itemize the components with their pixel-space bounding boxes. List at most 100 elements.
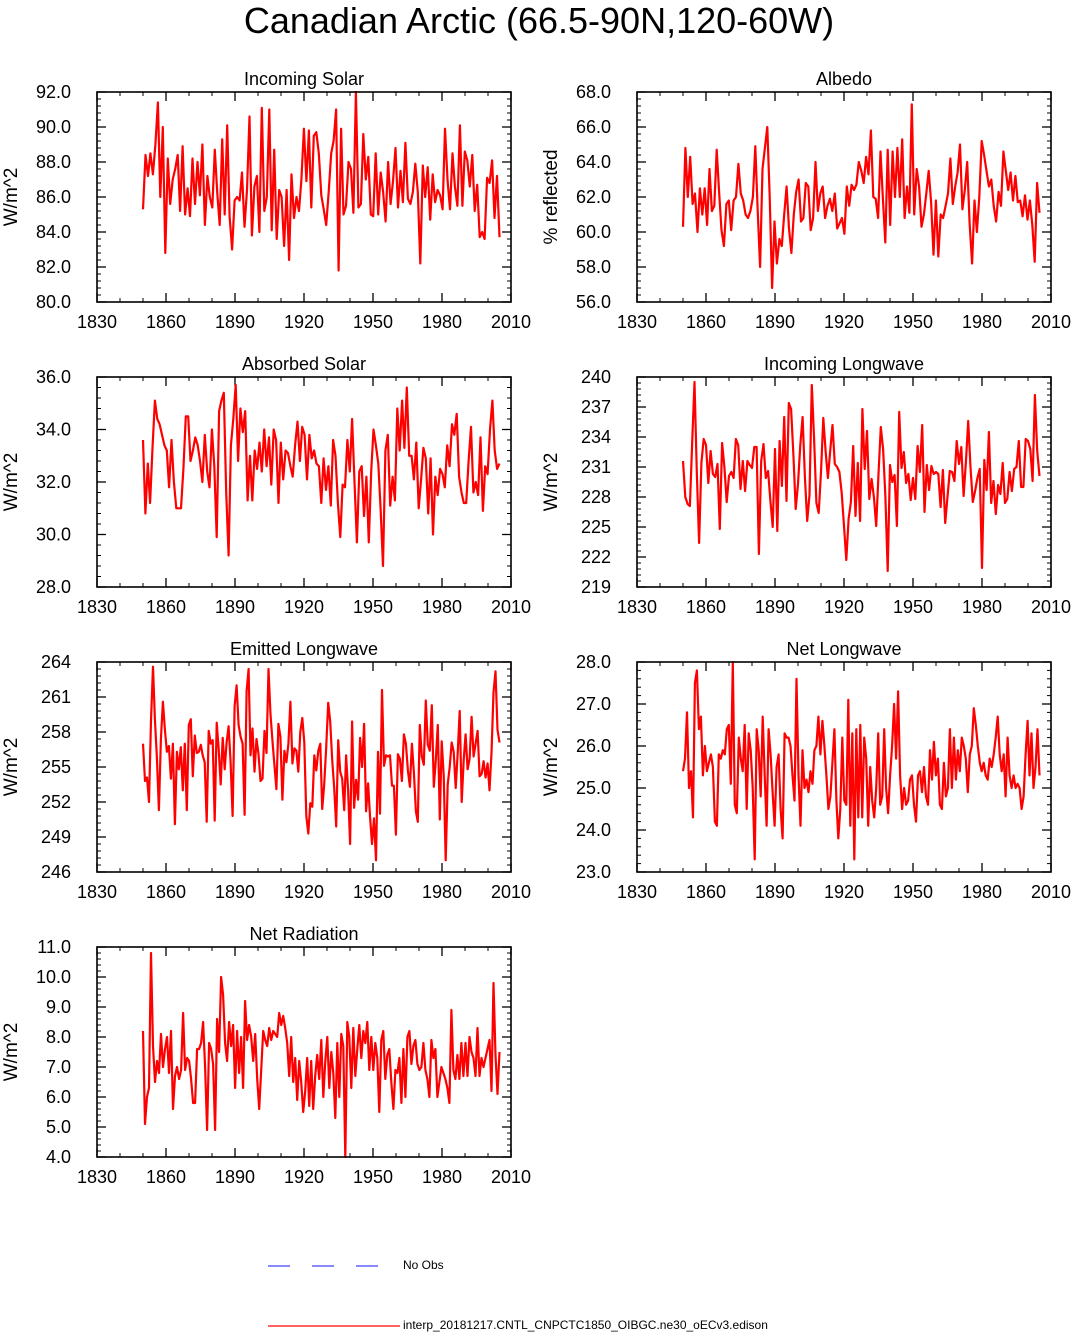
- x-tick-label: 1950: [353, 312, 393, 332]
- y-tick-label: 23.0: [576, 862, 611, 882]
- legend-model-swatch: [268, 1325, 400, 1327]
- y-tick-label: 258: [41, 722, 71, 742]
- figure-title: Canadian Arctic (66.5-90N,120-60W): [243, 0, 835, 41]
- data-series-line: [141, 90, 501, 272]
- y-tick-label: 58.0: [576, 257, 611, 277]
- x-tick-label: 1980: [962, 597, 1002, 617]
- y-tick-label: 92.0: [36, 82, 71, 102]
- x-tick-label: 2010: [491, 312, 531, 332]
- y-tick-label: 88.0: [36, 152, 71, 172]
- panel-title: Absorbed Solar: [242, 354, 366, 374]
- x-tick-label: 2010: [491, 1167, 531, 1187]
- x-tick-label: 2010: [491, 882, 531, 902]
- y-tick-label: 84.0: [36, 222, 71, 242]
- x-tick-label: 1890: [215, 312, 255, 332]
- y-tick-label: 255: [41, 757, 71, 777]
- y-axis-label: W/m^2: [541, 738, 562, 797]
- x-tick-label: 1890: [215, 597, 255, 617]
- chart-panel-5: Emitted Longwave W/m^2 1830 1860 1890 1920 195…: [1, 639, 531, 902]
- x-tick-label: 1830: [77, 882, 117, 902]
- x-tick-label: 1890: [215, 1167, 255, 1187]
- legend-obs-label: No Obs: [403, 1258, 444, 1272]
- chart-panel-4: Incoming Longwave W/m^2 1830 1860 1890 1920 19…: [541, 354, 1071, 617]
- y-axis-label: % reflected: [541, 149, 562, 244]
- x-tick-label: 1830: [617, 882, 657, 902]
- x-tick-label: 1980: [962, 882, 1002, 902]
- x-tick-label: 1860: [146, 882, 186, 902]
- x-tick-label: 1830: [617, 312, 657, 332]
- y-tick-label: 264: [41, 652, 71, 672]
- y-tick-label: 219: [581, 577, 611, 597]
- y-tick-label: 237: [581, 397, 611, 417]
- data-series-line: [681, 660, 1041, 861]
- x-tick-label: 1950: [353, 1167, 393, 1187]
- x-tick-label: 1920: [284, 882, 324, 902]
- x-tick-label: 1830: [77, 597, 117, 617]
- x-tick-label: 1830: [77, 312, 117, 332]
- x-tick-label: 1830: [617, 597, 657, 617]
- data-series-line: [681, 103, 1041, 290]
- y-tick-label: 86.0: [36, 187, 71, 207]
- y-tick-label: 34.0: [36, 420, 71, 440]
- x-tick-label: 1950: [893, 597, 933, 617]
- chart-panel-2: Albedo % reflected 1830 1860 1890 1920 1950 198…: [541, 69, 1071, 332]
- x-tick-label: 2010: [1031, 312, 1071, 332]
- plot-frame: [96, 376, 512, 588]
- y-tick-label: 30.0: [36, 525, 71, 545]
- x-tick-label: 1860: [146, 597, 186, 617]
- x-tick-label: 2010: [491, 597, 531, 617]
- x-tick-label: 2010: [1031, 882, 1071, 902]
- y-tick-label: 4.0: [46, 1147, 71, 1167]
- y-tick-label: 252: [41, 792, 71, 812]
- x-tick-label: 1980: [422, 312, 462, 332]
- x-tick-label: 1860: [686, 312, 726, 332]
- y-tick-label: 231: [581, 457, 611, 477]
- panel-title: Incoming Longwave: [764, 354, 924, 374]
- y-tick-label: 261: [41, 687, 71, 707]
- chart-panel-6: Net Longwave W/m^2 1830 1860 1890 1920 1950 198…: [541, 639, 1071, 902]
- y-tick-label: 5.0: [46, 1117, 71, 1137]
- y-tick-label: 6.0: [46, 1087, 71, 1107]
- y-tick-label: 68.0: [576, 82, 611, 102]
- chart-panel-3: Absorbed Solar W/m^2 1830 1860 1890 1920 1950 1…: [1, 354, 531, 617]
- y-tick-label: 9.0: [46, 997, 71, 1017]
- y-tick-label: 10.0: [36, 967, 71, 987]
- plot-frame: [96, 661, 512, 873]
- y-tick-label: 246: [41, 862, 71, 882]
- y-tick-label: 28.0: [576, 652, 611, 672]
- y-axis-label: W/m^2: [1, 453, 22, 512]
- y-tick-label: 28.0: [36, 577, 71, 597]
- plot-frame: [96, 91, 512, 303]
- y-tick-label: 8.0: [46, 1027, 71, 1047]
- y-tick-label: 56.0: [576, 292, 611, 312]
- x-tick-label: 1890: [755, 882, 795, 902]
- data-series-line: [141, 951, 501, 1159]
- x-tick-label: 1860: [686, 597, 726, 617]
- plot-frame: [636, 376, 1052, 588]
- x-tick-label: 1890: [755, 312, 795, 332]
- x-tick-label: 2010: [1031, 597, 1071, 617]
- x-tick-label: 1920: [284, 597, 324, 617]
- y-tick-label: 66.0: [576, 117, 611, 137]
- x-tick-label: 1950: [353, 597, 393, 617]
- y-axis-label: W/m^2: [541, 453, 562, 512]
- y-tick-label: 11.0: [37, 937, 71, 957]
- x-tick-label: 1980: [422, 1167, 462, 1187]
- y-axis-label: W/m^2: [1, 168, 22, 227]
- x-tick-label: 1920: [284, 1167, 324, 1187]
- y-tick-label: 32.0: [36, 472, 71, 492]
- y-tick-label: 90.0: [36, 117, 71, 137]
- y-tick-label: 7.0: [46, 1057, 71, 1077]
- plot-frame: [96, 946, 512, 1158]
- x-tick-label: 1980: [422, 597, 462, 617]
- data-series-line: [141, 383, 501, 568]
- x-tick-label: 1860: [146, 312, 186, 332]
- panel-title: Net Longwave: [786, 639, 901, 659]
- x-tick-label: 1920: [824, 597, 864, 617]
- x-tick-label: 1890: [215, 882, 255, 902]
- y-axis-label: W/m^2: [1, 1023, 22, 1082]
- y-tick-label: 27.0: [576, 694, 611, 714]
- panel-title: Albedo: [816, 69, 872, 89]
- x-tick-label: 1920: [824, 882, 864, 902]
